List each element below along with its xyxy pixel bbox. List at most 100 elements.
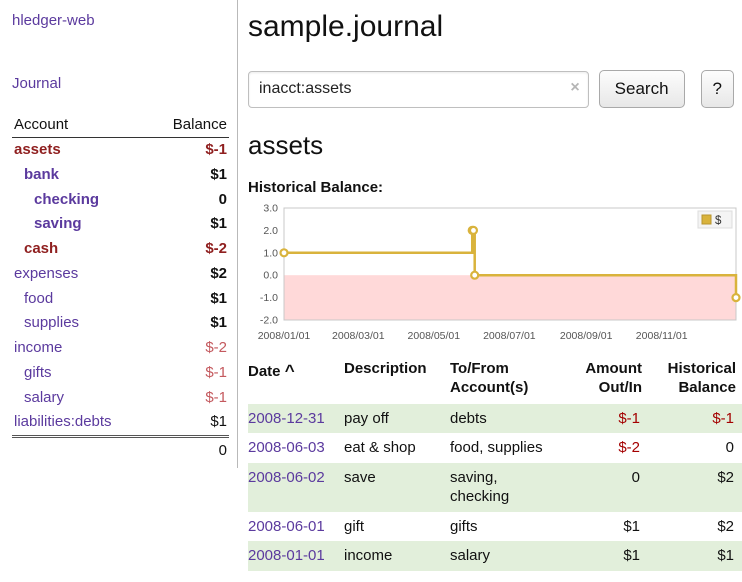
account-link[interactable]: liabilities:debts (14, 413, 112, 431)
account-link[interactable]: gifts (24, 363, 52, 381)
transaction-date-link[interactable]: 2008-06-01 (248, 517, 325, 535)
register-date-cell: 2008-01-01 (248, 541, 344, 571)
account-row: food $1 (12, 287, 229, 312)
account-balance: $1 (210, 165, 227, 183)
transaction-date-link[interactable]: 2008-01-01 (248, 547, 325, 564)
svg-text:2008/01/01: 2008/01/01 (258, 330, 311, 342)
svg-text:$: $ (715, 215, 722, 227)
account-balance: $1 (210, 289, 227, 307)
svg-text:2008/09/01: 2008/09/01 (560, 330, 613, 342)
register-amount: $1 (623, 547, 640, 564)
accounts-header-row: Account Balance (12, 114, 229, 138)
register-header-accounts: To/From Account(s) (450, 360, 529, 396)
account-name-cell: supplies (12, 311, 150, 336)
sort-ascending-icon: ^ (284, 361, 295, 380)
account-link[interactable]: bank (24, 165, 60, 183)
account-name-cell: bank (12, 163, 150, 188)
journal-link[interactable]: Journal (12, 75, 62, 92)
account-row: saving $1 (12, 212, 229, 237)
register-description: pay off (344, 409, 389, 427)
register-row: 2008-06-01 gift gifts $1 $2 (248, 512, 742, 542)
clear-search-icon[interactable]: × (570, 78, 580, 96)
register-header-date[interactable]: Date ^ (248, 358, 344, 404)
search-button[interactable]: Search (598, 70, 685, 108)
account-row: assets $-1 (12, 138, 229, 163)
account-link[interactable]: cash (24, 240, 59, 257)
account-balance: $1 (210, 314, 227, 332)
account-link[interactable]: checking (34, 190, 100, 208)
account-balance: $1 (210, 215, 227, 233)
account-row: supplies $1 (12, 311, 229, 336)
register-accounts: saving, checking (450, 468, 510, 506)
account-link[interactable]: salary (24, 388, 65, 406)
account-balance: $-1 (205, 363, 227, 381)
accounts-header-balance: Balance (149, 114, 229, 138)
account-name-cell: gifts (12, 361, 150, 386)
svg-text:2008/03/01: 2008/03/01 (332, 330, 385, 342)
account-balance: $-1 (205, 388, 227, 406)
account-name-cell: expenses (12, 262, 150, 287)
svg-text:0.0: 0.0 (263, 270, 278, 282)
svg-text:3.0: 3.0 (263, 203, 278, 215)
accounts-total-row: 0 (12, 434, 229, 464)
transaction-date-link[interactable]: 2008-06-02 (248, 468, 325, 486)
account-row: cash $-2 (12, 237, 229, 262)
account-link[interactable]: expenses (14, 264, 79, 282)
register-balance: 0 (725, 439, 734, 456)
register-row: 2008-06-03 eat & shop food, supplies $-2 0 (248, 433, 742, 463)
register-accounts: salary (450, 547, 491, 564)
svg-text:-2.0: -2.0 (260, 315, 278, 327)
register-balance: $1 (717, 547, 734, 564)
accounts-total-value: 0 (149, 434, 229, 464)
sidebar: hledger-web Journal Account Balance asse… (0, 0, 238, 468)
register-header-description: Description (344, 360, 427, 377)
account-balance: $-2 (205, 240, 227, 257)
register-description: eat & shop (344, 439, 416, 456)
account-link[interactable]: supplies (24, 314, 80, 332)
register-header-balance: Historical Balance (667, 360, 736, 396)
accounts-table: Account Balance assets $-1 bank $1 checking 0… (12, 114, 229, 464)
app-title-link[interactable]: hledger-web (12, 12, 95, 29)
account-link[interactable]: saving (34, 215, 82, 233)
help-button[interactable]: ? (700, 70, 734, 108)
page-title: sample.journal (248, 10, 444, 43)
register-amount: $-1 (618, 409, 640, 427)
register-header-row: Date ^ Description To/From Account(s) Am… (248, 358, 742, 404)
account-name-cell: income (12, 336, 150, 361)
svg-text:2008/05/01: 2008/05/01 (408, 330, 461, 342)
account-name-cell: saving (12, 212, 150, 237)
account-link[interactable]: assets (14, 141, 61, 158)
account-row: liabilities:debts $1 (12, 410, 229, 436)
account-name-cell: liabilities:debts (12, 410, 150, 436)
register-balance: $2 (717, 468, 734, 486)
register-table-body: 2008-12-31 pay off debts $-1 $-1 2008-06-03 ea… (248, 403, 742, 571)
register-date-cell: 2008-06-03 (248, 433, 344, 463)
account-row: income $-2 (12, 336, 229, 361)
register-accounts: gifts (450, 517, 478, 535)
register-header-amount: Amount Out/In (585, 360, 642, 396)
svg-text:1.0: 1.0 (263, 247, 278, 259)
account-link[interactable]: food (24, 289, 54, 307)
transaction-date-link[interactable]: 2008-06-03 (248, 439, 325, 456)
search-bar: × Search ? (248, 70, 734, 108)
register-date-cell: 2008-06-01 (248, 512, 344, 542)
account-balance: $1 (210, 413, 227, 431)
register-amount: $-2 (618, 439, 640, 456)
register-date-cell: 2008-06-02 (248, 463, 344, 512)
register-amount: $1 (623, 517, 640, 535)
register-balance: $-1 (712, 409, 734, 427)
account-row: checking 0 (12, 188, 229, 213)
account-balance: $2 (210, 264, 227, 282)
register-description: gift (344, 517, 365, 535)
chart-title: Historical Balance: (248, 179, 384, 196)
register-row: 2008-01-01 income salary $1 $1 (248, 541, 742, 571)
accounts-table-body: assets $-1 bank $1 checking 0 saving $1 cash $-2 e… (12, 138, 229, 437)
search-input[interactable] (248, 70, 589, 108)
register-description: save (344, 468, 376, 486)
svg-text:2008/11/01: 2008/11/01 (636, 330, 688, 342)
account-link[interactable]: income (14, 339, 63, 356)
account-name-cell: cash (12, 237, 150, 262)
transaction-date-link[interactable]: 2008-12-31 (248, 409, 325, 427)
register-table: Date ^ Description To/From Account(s) Am… (248, 358, 742, 571)
